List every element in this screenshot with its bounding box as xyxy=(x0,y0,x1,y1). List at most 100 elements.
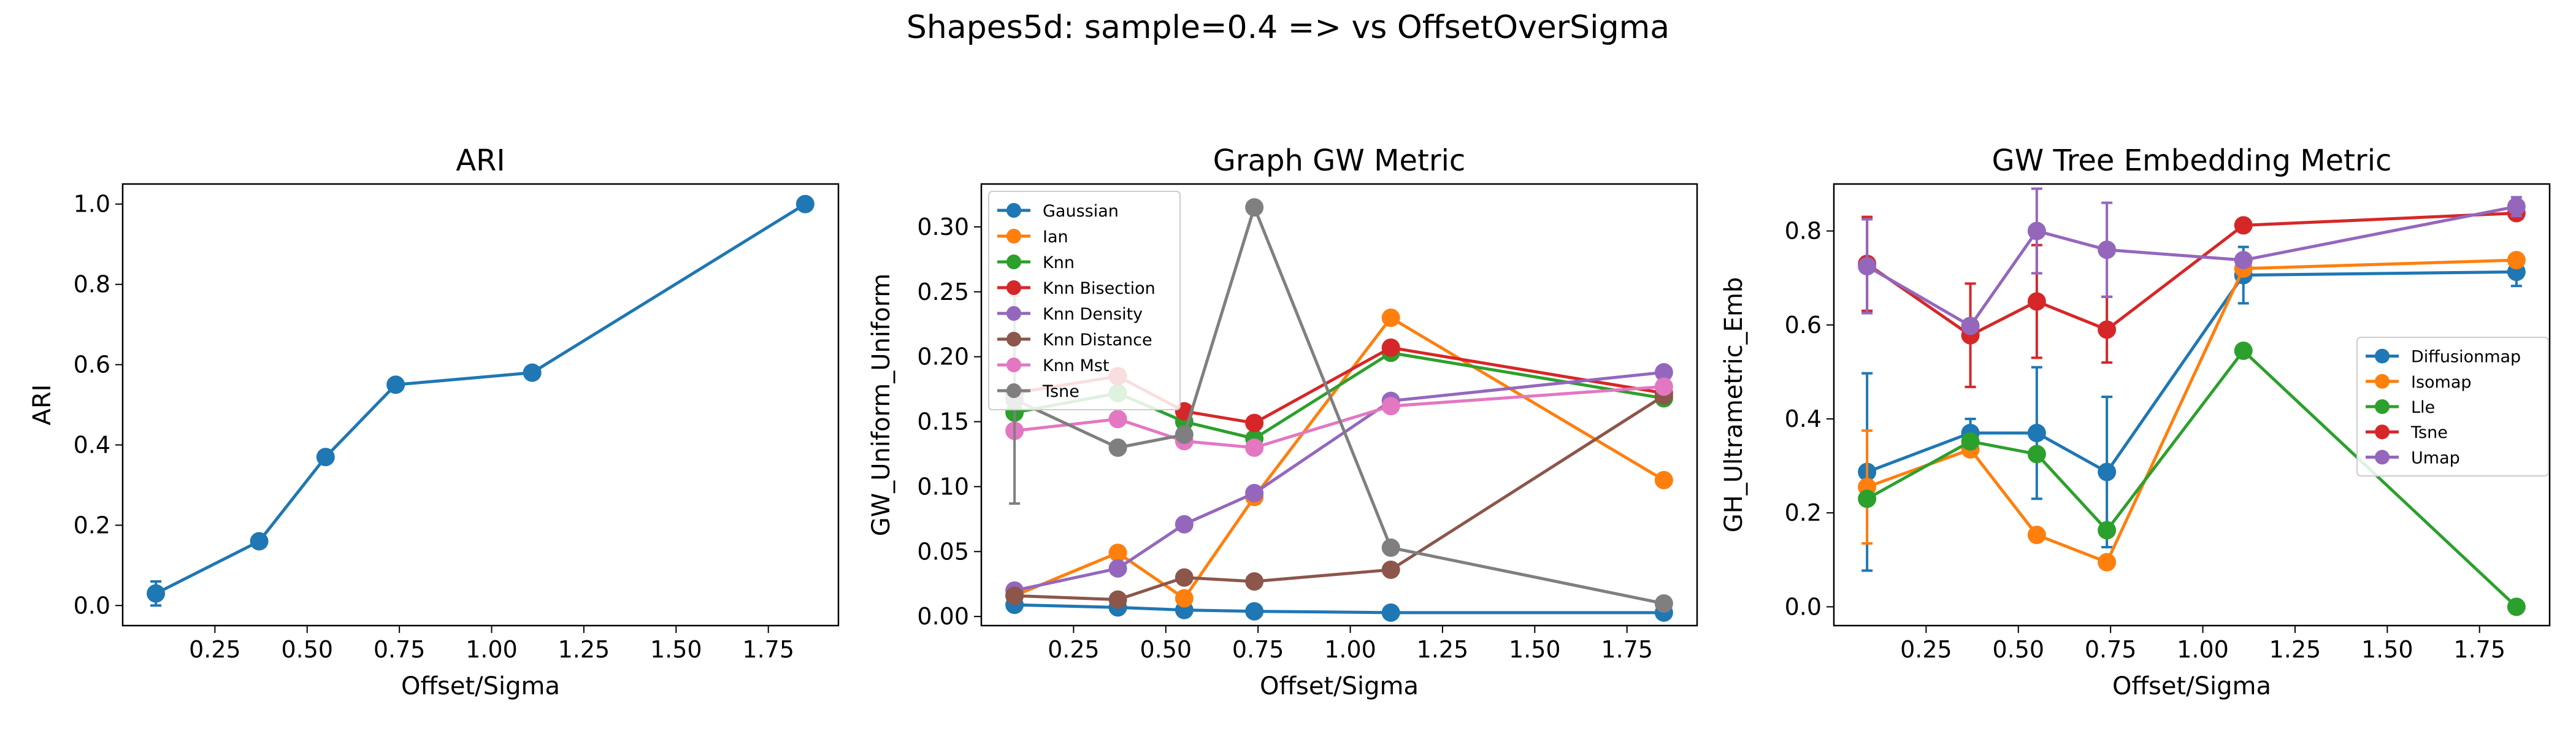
legend-label: Gaussian xyxy=(1043,202,1119,221)
x-tick-label: 1.00 xyxy=(1324,636,1376,663)
legend-marker xyxy=(2375,424,2390,440)
data-point xyxy=(1654,377,1673,396)
axes-frame xyxy=(980,183,1698,627)
data-point xyxy=(2027,292,2046,311)
data-point xyxy=(2234,341,2253,360)
data-point xyxy=(1381,397,1400,416)
x-axis-label: Offset/Sigma xyxy=(401,672,560,700)
data-point xyxy=(316,448,335,467)
legend-marker xyxy=(1006,332,1021,347)
data-point xyxy=(1654,594,1673,613)
x-tick-label: 0.75 xyxy=(374,636,426,663)
legend-label: Knn xyxy=(1043,253,1075,272)
x-tick-label: 0.25 xyxy=(189,636,241,663)
y-tick-label: 0.0 xyxy=(74,592,110,619)
legend-label: Lle xyxy=(2411,398,2435,417)
legend-item: Gaussian xyxy=(997,202,1119,221)
data-point xyxy=(1108,438,1127,457)
series-line xyxy=(1866,211,2517,337)
legend-box xyxy=(2356,337,2549,477)
series-line xyxy=(1866,349,2518,608)
chart-panel-1: ARI 0.25 0.50 0.75 1.00 1.25 1.50 1.75 0.0 0.2 0.4… xyxy=(28,144,840,700)
x-tick-label: 0.50 xyxy=(281,636,333,663)
legend-item: Tsne xyxy=(997,382,1079,401)
data-point xyxy=(1381,538,1400,557)
series-line xyxy=(1866,205,2517,328)
y-tick-label: 1.0 xyxy=(74,191,110,218)
x-tick-label: 1.25 xyxy=(2269,636,2321,663)
data-point xyxy=(1381,309,1400,328)
series-line xyxy=(1014,385,1665,450)
panel-title: GW Tree Embedding Metric xyxy=(1992,144,2392,178)
series-line xyxy=(1014,370,1665,592)
y-tick-label: 0.8 xyxy=(1785,218,1822,245)
data-point xyxy=(1108,559,1127,578)
legend-marker xyxy=(1006,203,1021,218)
series-line xyxy=(1866,258,2517,564)
data-point xyxy=(1961,316,1980,335)
series-line xyxy=(1014,205,1665,605)
data-point xyxy=(2027,526,2046,545)
data-point xyxy=(1858,489,1877,508)
data-point xyxy=(2027,423,2046,442)
x-tick-label: 0.50 xyxy=(1140,636,1192,663)
x-tick-label: 0.25 xyxy=(1048,636,1100,663)
data-point xyxy=(1381,560,1400,579)
legend-marker xyxy=(1006,306,1021,321)
data-point xyxy=(1108,410,1127,429)
x-tick-label: 1.75 xyxy=(1601,636,1653,663)
legend-label: Diffusionmap xyxy=(2411,348,2521,367)
data-point xyxy=(1381,338,1400,357)
x-tick-label: 1.75 xyxy=(2453,636,2505,663)
legend-item: Lle xyxy=(2366,398,2435,417)
data-point xyxy=(2507,251,2526,270)
legend-item: Umap xyxy=(2366,448,2460,467)
series-knn-distance xyxy=(1005,386,1673,609)
data-point xyxy=(250,532,269,551)
data-point xyxy=(2234,251,2253,270)
legend-label: Tsne xyxy=(1042,382,1079,401)
series-line xyxy=(155,202,807,595)
legend-label: Isomap xyxy=(2411,373,2472,392)
data-point xyxy=(1858,257,1877,276)
legend-marker xyxy=(1006,358,1021,372)
x-axis-label: Offset/Sigma xyxy=(2112,672,2271,700)
series-line xyxy=(1014,316,1665,600)
x-tick-label: 1.25 xyxy=(558,636,610,663)
y-tick-label: 0.10 xyxy=(917,473,969,500)
data-point xyxy=(2098,521,2117,540)
y-tick-label: 0.6 xyxy=(1785,312,1822,339)
legend-label: Ian xyxy=(1043,228,1068,247)
y-tick-label: 0.2 xyxy=(74,512,110,539)
legend-marker xyxy=(2375,450,2390,465)
data-point xyxy=(1245,438,1264,457)
y-tick-label: 0.4 xyxy=(74,431,110,458)
x-tick-label: 1.50 xyxy=(2361,636,2413,663)
y-axis-label: GW_Uniform_Uniform xyxy=(867,274,895,537)
data-point xyxy=(1175,425,1194,444)
legend-marker xyxy=(2375,348,2390,364)
series-line xyxy=(147,194,815,607)
data-point xyxy=(2507,197,2526,216)
legend-item: Isomap xyxy=(2366,373,2472,392)
legend-item: Knn xyxy=(997,253,1075,272)
x-tick-label: 0.75 xyxy=(1232,636,1284,663)
y-tick-label: 0.0 xyxy=(1785,593,1822,620)
panel-title: ARI xyxy=(456,144,505,178)
data-point xyxy=(1175,515,1194,534)
legend-label: Knn Distance xyxy=(1043,331,1152,350)
legend-marker xyxy=(2375,399,2390,414)
x-tick-label: 1.00 xyxy=(2177,636,2229,663)
data-point xyxy=(1245,602,1264,621)
y-tick-label: 0.4 xyxy=(1785,405,1822,432)
legend: Gaussian Ian Knn Knn Bisection Knn Density Kn… xyxy=(988,191,1181,410)
data-point xyxy=(2027,221,2046,240)
y-axis-label: GH_Ultrametric_Emb xyxy=(1720,277,1748,533)
legend-label: Knn Density xyxy=(1043,305,1143,324)
data-point xyxy=(795,194,815,213)
legend-box xyxy=(988,191,1181,410)
data-point xyxy=(1108,590,1127,609)
data-point xyxy=(2098,553,2117,572)
y-tick-label: 0.2 xyxy=(1785,499,1822,526)
